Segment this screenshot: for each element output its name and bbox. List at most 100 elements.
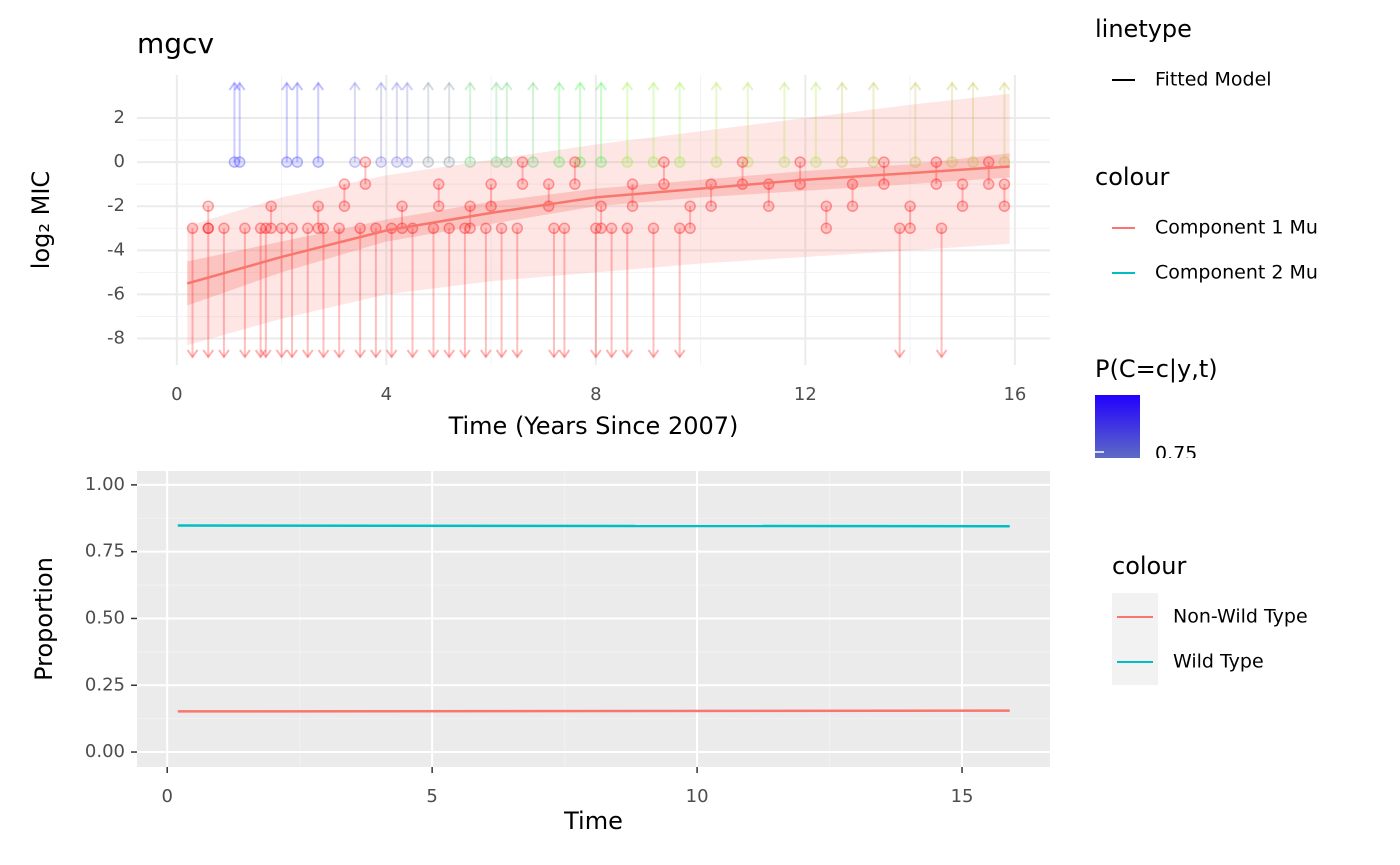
- arrow-head: [595, 81, 607, 91]
- arrow-head: [401, 81, 414, 91]
- legend-title: colour: [1095, 163, 1169, 191]
- point: [705, 200, 717, 212]
- point: [935, 222, 948, 235]
- point: [867, 156, 880, 168]
- point: [480, 222, 492, 235]
- point: [736, 156, 749, 168]
- arrow-head: [909, 81, 922, 91]
- point: [998, 178, 1011, 190]
- arrow-head: [375, 81, 387, 91]
- point: [265, 200, 277, 212]
- point: [794, 156, 806, 168]
- x-tick-label: 10: [686, 786, 709, 807]
- point: [464, 200, 476, 212]
- point: [228, 156, 241, 168]
- fitted-line: [186, 165, 1010, 285]
- arrow-head: [673, 349, 686, 359]
- arrow-head: [260, 349, 272, 359]
- arrow-head: [673, 81, 686, 91]
- point: [647, 222, 660, 235]
- y-tick-label: 2: [114, 107, 125, 128]
- point: [186, 222, 199, 235]
- arrow-head: [312, 81, 325, 91]
- point: [569, 178, 581, 190]
- arrow-head: [385, 349, 398, 359]
- point: [239, 222, 251, 235]
- point: [893, 222, 906, 235]
- arrow-head: [605, 349, 618, 359]
- arrow-head: [301, 349, 314, 359]
- x-axis-label: Time (Years Since 2007): [448, 412, 739, 440]
- arrow-head: [443, 81, 456, 91]
- arrow-head: [333, 349, 346, 359]
- point: [302, 222, 314, 235]
- x-tick-label: 8: [590, 384, 601, 405]
- point: [511, 222, 524, 235]
- legend-title: linetype: [1095, 15, 1192, 43]
- arrow-head: [490, 81, 503, 91]
- x-tick-label: 12: [794, 384, 817, 405]
- x-tick-label: 5: [426, 786, 437, 807]
- legend-title: P(C=c|y,t): [1095, 355, 1218, 383]
- point: [956, 178, 969, 190]
- arrow-head: [218, 349, 230, 359]
- arrow-head: [443, 349, 456, 359]
- arrow-head: [553, 81, 566, 91]
- point: [904, 222, 916, 235]
- arrow-head: [254, 349, 267, 359]
- point: [658, 156, 670, 168]
- arrow-head: [406, 349, 419, 359]
- point: [291, 156, 304, 168]
- point: [312, 200, 324, 212]
- point: [553, 156, 565, 168]
- arrow-head: [186, 349, 199, 359]
- point: [967, 156, 979, 168]
- arrow-head: [291, 81, 304, 91]
- point: [516, 178, 529, 190]
- point: [375, 156, 387, 168]
- x-axis-label: Time: [563, 807, 623, 835]
- point: [202, 222, 214, 235]
- arrow-head: [495, 349, 508, 359]
- arrow-head: [233, 81, 246, 91]
- point: [501, 156, 513, 168]
- y-tick-label: -4: [107, 239, 125, 260]
- arrow-head: [836, 81, 848, 91]
- arrow-head: [390, 81, 403, 91]
- arrow-head: [810, 81, 822, 91]
- y-tick-label: 0.25: [85, 674, 125, 695]
- point: [658, 178, 670, 190]
- point: [464, 156, 476, 168]
- point: [265, 222, 277, 235]
- y-tick-label: 0.50: [85, 607, 125, 628]
- point: [778, 156, 791, 168]
- colorbar-bar: [1095, 395, 1140, 458]
- arrow-head: [867, 81, 880, 91]
- point: [548, 222, 560, 235]
- point: [982, 178, 995, 190]
- point: [260, 222, 272, 235]
- legend-title: colour: [1112, 552, 1186, 580]
- point: [684, 200, 696, 212]
- point: [590, 222, 602, 235]
- arrow-head: [464, 81, 476, 91]
- arrow-head: [935, 349, 948, 359]
- point: [595, 222, 607, 235]
- point: [354, 222, 366, 235]
- y-tick-label: 0.75: [85, 541, 125, 562]
- point: [459, 222, 471, 235]
- point: [558, 222, 571, 235]
- x-tick-label: 0: [161, 786, 172, 807]
- arrow-head: [647, 349, 660, 359]
- legend-label: Non-Wild Type: [1173, 606, 1308, 628]
- arrow-head: [946, 81, 958, 91]
- arrow-head: [354, 349, 366, 359]
- arrow-head: [280, 81, 293, 91]
- arrow-head: [558, 349, 571, 359]
- y-tick-label: 0.00: [85, 741, 125, 762]
- point: [490, 156, 503, 168]
- point: [930, 156, 943, 168]
- point: [626, 178, 639, 190]
- point: [312, 222, 324, 235]
- line: [177, 524, 1010, 528]
